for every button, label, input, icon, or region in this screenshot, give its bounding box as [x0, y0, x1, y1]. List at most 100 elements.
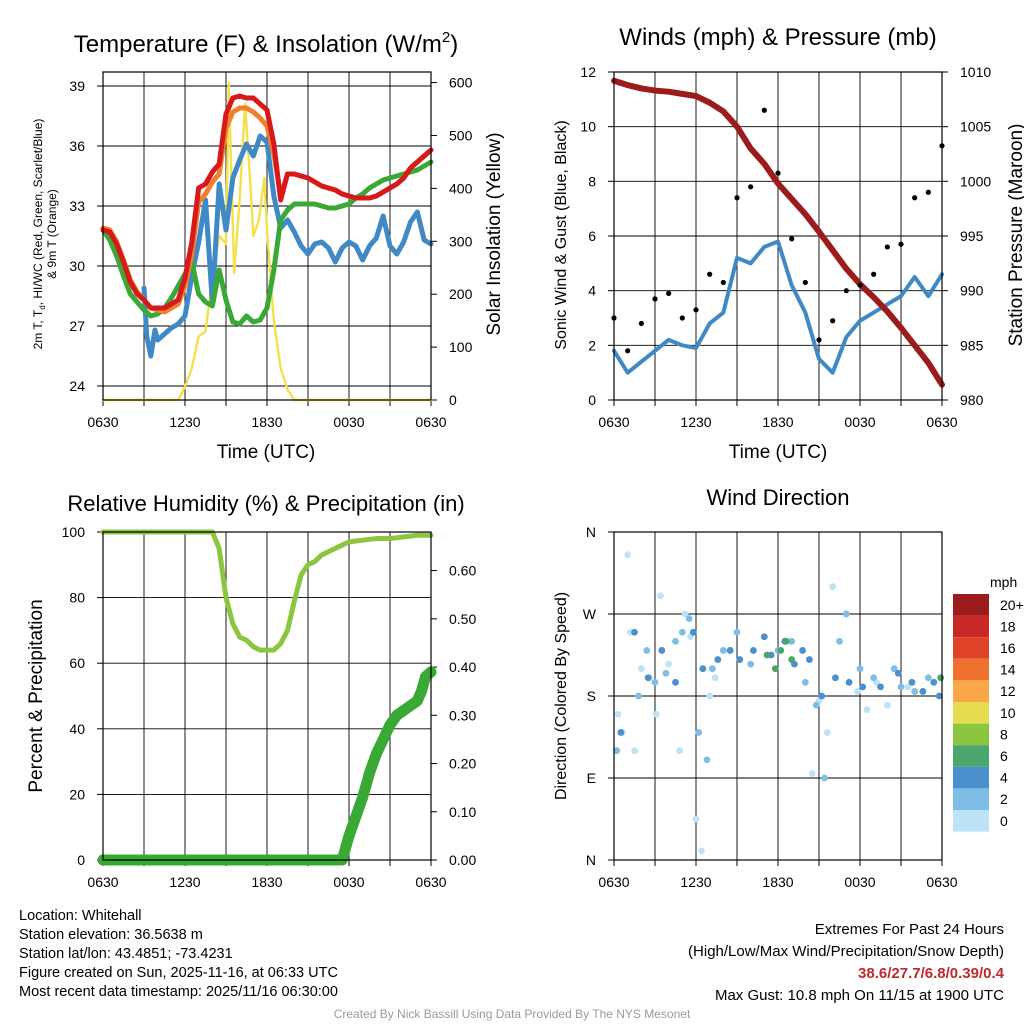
- humidity-y-tick-label: 80: [69, 590, 85, 606]
- wind-direction-point: [823, 729, 831, 736]
- wind-direction-point: [750, 647, 757, 654]
- wind-direction-point: [624, 551, 632, 559]
- extremes-info: Extremes For Past 24 Hours (High/Low/Max…: [688, 919, 1004, 1007]
- recent-timestamp: Most recent data timestamp: 2025/11/16 0…: [19, 984, 338, 1000]
- wind-direction-point: [709, 665, 716, 673]
- credit-line: Created By Nick Bassill Using Data Provi…: [333, 1007, 691, 1021]
- winds-xlabel: Time (UTC): [729, 442, 828, 463]
- colorbar-label: 18: [1000, 618, 1016, 634]
- colorbar-swatch: [953, 810, 989, 832]
- winds-panel: Winds (mph) & Pressure (mb) 0 2 4 6 8 10 12 980…: [553, 24, 1024, 463]
- figure-created: Figure created on Sun, 2025-11-16, at 06…: [19, 965, 338, 981]
- wind-direction-point: [836, 637, 843, 645]
- temperature-x-tick-label: 1830: [251, 414, 282, 430]
- winds-x-tick-label: 1230: [680, 414, 711, 430]
- station-location: Location: Whitehall: [19, 908, 142, 924]
- colorbar-swatch: [953, 766, 989, 789]
- gust-point: [761, 107, 767, 113]
- temperature-y-tick-label: 24: [69, 378, 85, 394]
- wind-direction-point: [937, 674, 945, 682]
- insolation-y-tick-label: 200: [449, 286, 473, 302]
- gust-point: [871, 271, 877, 277]
- winds-y-tick-label: 10: [580, 119, 596, 135]
- temperature-plot-area: 24 27 30 33 36 39 0 100 200 300 400 500 600 0630 1230 1…: [69, 71, 473, 430]
- temperature-xlabel: Time (UTC): [217, 442, 316, 463]
- wind-direction-point: [703, 756, 711, 764]
- temperature-ylabel-left: 2m T, Td, HI/WC (Red, Green, Scarlet/Blu…: [31, 119, 47, 350]
- temperature-series-line: [100, 93, 434, 311]
- wind-direction-point: [613, 747, 621, 755]
- wind-direction-point: [698, 847, 705, 855]
- wind-direction-point: [617, 729, 625, 736]
- wind-direction-point: [657, 592, 664, 600]
- temperature-series-line: [141, 133, 434, 359]
- gust-point: [748, 184, 754, 190]
- temperature-ylabel-right: Solar Insolation (Yellow): [484, 132, 505, 335]
- gust-point: [652, 296, 658, 302]
- insolation-y-tick-label: 100: [449, 339, 473, 355]
- sonic-wind-line: [612, 239, 944, 375]
- station-latlon: Station lat/lon: 43.4851; -73.4231: [19, 946, 233, 962]
- colorbar-swatch: [953, 680, 989, 702]
- colorbar-swatch: [953, 702, 989, 724]
- humidity-x-tick-label: 0630: [87, 874, 118, 890]
- precip-y-tick-label: 0.50: [449, 611, 476, 627]
- wind-direction-point: [733, 628, 741, 636]
- wind-direction-point: [853, 688, 861, 695]
- colorbar-label: 10: [1000, 705, 1016, 721]
- pressure-y-tick-label: 1000: [960, 173, 991, 189]
- wind-direction-point: [643, 647, 651, 654]
- station-info: Location: Whitehall Station elevation: 3…: [19, 907, 338, 1002]
- wind-direction-point: [672, 637, 679, 645]
- wind-direction-point: [818, 692, 826, 700]
- wind-direction-point: [676, 747, 683, 755]
- gust-point: [830, 318, 836, 324]
- humidity-x-tick-label: 1230: [169, 874, 200, 890]
- gust-point: [775, 170, 781, 176]
- wind-direction-point: [877, 683, 884, 691]
- wind-direction-point: [726, 647, 734, 654]
- pressure-y-tick-label: 1010: [960, 64, 991, 80]
- wind-direction-x-tick-label: 0630: [926, 874, 957, 890]
- wind-direction-point: [681, 610, 689, 618]
- humidity-y-tick-label: 20: [69, 786, 85, 802]
- wind-direction-x-tick-label: 0030: [844, 874, 875, 890]
- winds-y-tick-label: 8: [588, 173, 596, 189]
- wind-direction-point: [771, 665, 779, 673]
- precip-y-tick-label: 0.40: [449, 659, 476, 675]
- humidity-panel: Relative Humidity (%) & Precipitation (i…: [26, 491, 476, 890]
- gust-point: [720, 279, 726, 286]
- wind-direction-y-tick-label: S: [587, 688, 596, 704]
- temperature-title: Temperature (F) & Insolation (W/m2): [74, 29, 458, 58]
- wind-direction-point: [631, 747, 638, 755]
- insolation-y-tick-label: 300: [449, 233, 473, 249]
- wind-direction-y-tick-label: N: [586, 524, 596, 540]
- colorbar-label: 14: [1000, 662, 1016, 678]
- colorbar-label: 2: [1000, 791, 1008, 807]
- colorbar-label: 12: [1000, 683, 1016, 699]
- wind-direction-y-tick-label: N: [586, 852, 596, 868]
- winds-x-tick-label: 1830: [762, 414, 793, 430]
- humidity-y-tick-label: 100: [62, 524, 86, 540]
- wind-direction-point: [788, 637, 796, 645]
- wind-direction-point: [658, 647, 666, 654]
- wind-direction-point: [821, 774, 828, 782]
- colorbar-label: 16: [1000, 640, 1016, 656]
- pressure-y-tick-label: 990: [960, 283, 984, 299]
- wind-direction-point: [908, 678, 916, 686]
- wind-direction-x-tick-label: 1230: [680, 874, 711, 890]
- temperature-y-tick-label: 27: [69, 318, 85, 334]
- wind-direction-point: [706, 692, 714, 700]
- wind-direction-point: [856, 665, 864, 673]
- temperature-y-tick-label: 36: [69, 138, 85, 154]
- humidity-x-tick-label: 1830: [251, 874, 282, 890]
- gust-point: [707, 271, 713, 277]
- wind-direction-point: [692, 815, 700, 823]
- colorbar-swatch: [953, 658, 989, 681]
- wind-direction-point: [897, 683, 905, 691]
- wind-direction-point: [689, 628, 697, 636]
- winds-plot-area: 0 2 4 6 8 10 12 980 985 990 995 1000 1005 1010 0630 123…: [580, 64, 991, 430]
- temperature-y-tick-label: 39: [69, 78, 85, 94]
